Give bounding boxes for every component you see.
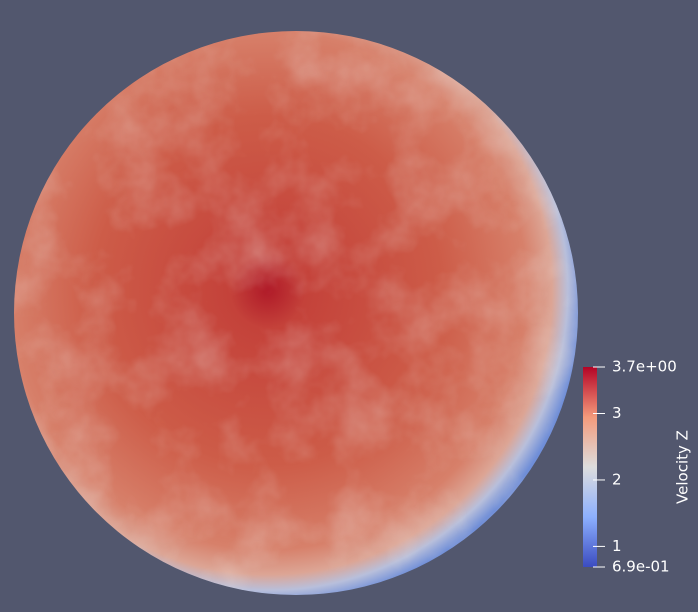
velocity-field (14, 31, 578, 595)
color-legend-title: Velocity Z (674, 430, 692, 504)
color-legend: Velocity Z 3.7e+00 3 2 1 6.9e-01 (583, 358, 692, 576)
tick-label: 1 (612, 537, 622, 555)
tick-label: 2 (612, 470, 622, 488)
field-texture (14, 31, 578, 595)
tick-label: 3 (612, 404, 622, 422)
tick-label: 6.9e-01 (612, 558, 670, 576)
color-bar (583, 367, 597, 567)
tick-label: 3.7e+00 (612, 358, 677, 376)
